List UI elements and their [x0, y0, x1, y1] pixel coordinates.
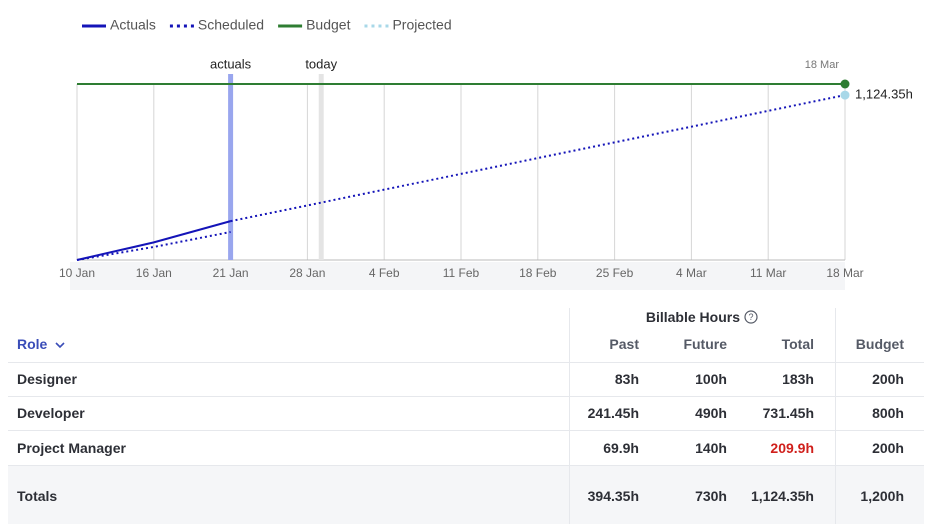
end-marker: [840, 79, 850, 89]
table-cell: 140h: [695, 440, 727, 456]
table-cell: Past: [609, 336, 639, 352]
table-cell: Totals: [17, 488, 58, 504]
table-cell: Designer: [17, 371, 77, 387]
table-cell: 1,124.35h: [750, 488, 814, 504]
table-cell: 731.45h: [762, 405, 814, 421]
table-cell: 200h: [872, 440, 904, 456]
x-tick-label: 16 Jan: [136, 266, 172, 280]
svg-text:?: ?: [748, 312, 753, 322]
table-cell: 200h: [872, 371, 904, 387]
table-cell: Billable Hours: [645, 309, 740, 325]
totals-background: [8, 466, 924, 524]
x-tick-label: 18 Mar: [826, 266, 863, 280]
annotation-label: today: [305, 56, 337, 71]
row-divider: [8, 362, 924, 363]
row-divider: [8, 465, 924, 466]
x-tick-label: 11 Feb: [443, 266, 480, 280]
table: ? Billable Hours Role Past Future Total Budge…: [0, 300, 936, 524]
table-cell: 241.45h: [587, 405, 639, 421]
value-label: 1,124.35h: [855, 87, 913, 102]
x-tick-label: 10 Jan: [59, 266, 95, 280]
table-cell: 69.9h: [603, 440, 639, 456]
table-cell: Future: [683, 336, 727, 352]
table-cell: 730h: [695, 488, 727, 504]
series-line: [76, 231, 231, 261]
legend-label: Projected: [392, 17, 451, 33]
series-line: [76, 220, 231, 261]
annotation-bar: [318, 74, 324, 260]
x-tick-label: 21 Jan: [213, 266, 249, 280]
annotation-label: 18 Mar: [805, 59, 840, 71]
table-cell: 394.35h: [587, 488, 639, 504]
table-cell: Project Manager: [17, 440, 126, 456]
table-cell: 800h: [872, 405, 904, 421]
sort-chevron[interactable]: [55, 341, 65, 349]
row-divider: [8, 396, 924, 397]
annotation-bar: [228, 74, 234, 260]
column-separator: [569, 308, 570, 524]
table-cell: 209.9h: [770, 440, 814, 456]
x-tick-label: 25 Feb: [596, 266, 634, 280]
table-cell: Budget: [855, 336, 904, 352]
chart: 10 Jan 16 Jan 21 Jan 28 Jan 4 Feb 11 Feb 18 Fe…: [59, 17, 913, 290]
table-cell: Developer: [17, 405, 85, 421]
x-tick-label: 4 Feb: [369, 266, 400, 280]
legend-label: Scheduled: [198, 17, 264, 33]
row-divider: [8, 430, 924, 431]
x-tick-label: 11 Mar: [750, 266, 786, 280]
x-tick-label: 4 Mar: [676, 266, 707, 280]
table-cell[interactable]: Role: [17, 336, 48, 352]
table-cell: 490h: [695, 405, 727, 421]
info-icon[interactable]: ?: [744, 310, 758, 324]
table-cell: Total: [781, 336, 814, 352]
legend-label: Budget: [306, 17, 350, 33]
table-cell: 100h: [695, 371, 727, 387]
legend-label: Actuals: [110, 17, 156, 33]
annotation-label: actuals: [210, 56, 252, 71]
x-axis-band: [70, 262, 845, 290]
column-separator: [835, 308, 836, 524]
end-marker: [840, 90, 850, 100]
x-tick-label: 18 Feb: [519, 266, 557, 280]
table-cell: 1,200h: [860, 488, 904, 504]
table-cell: 83h: [614, 371, 639, 387]
x-tick-label: 28 Jan: [289, 266, 325, 280]
table-cell: 183h: [782, 371, 814, 387]
